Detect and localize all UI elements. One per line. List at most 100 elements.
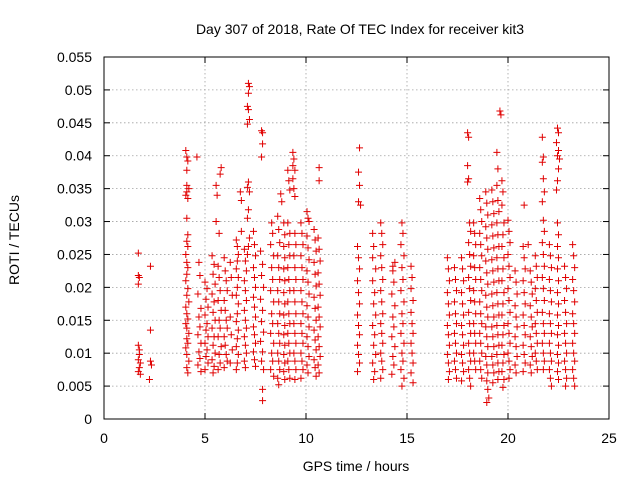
data-point	[500, 322, 508, 330]
data-point	[267, 329, 275, 337]
data-point	[276, 239, 284, 247]
data-point	[563, 374, 571, 382]
data-point	[571, 357, 579, 365]
data-point	[555, 129, 562, 137]
data-point	[209, 308, 217, 316]
data-point	[494, 165, 502, 173]
data-point	[464, 162, 472, 170]
data-point	[400, 374, 408, 382]
data-point	[241, 341, 249, 349]
data-point	[527, 369, 535, 377]
data-point	[483, 399, 491, 407]
y-tick-labels: 0 0.005 0.01 0.015 0.02 0.025 0.03 0.035 0.04 0.0…	[57, 49, 92, 427]
data-point	[499, 231, 507, 239]
data-point	[378, 229, 386, 237]
data-point	[511, 302, 519, 310]
data-point	[290, 252, 298, 260]
data-point	[208, 324, 216, 332]
data-point	[222, 350, 230, 358]
data-point	[513, 352, 521, 360]
data-point	[506, 308, 514, 316]
data-point	[245, 116, 253, 124]
data-point	[299, 339, 307, 347]
data-point	[355, 322, 363, 330]
data-point	[538, 133, 546, 141]
data-point	[459, 359, 467, 367]
data-point	[316, 323, 324, 331]
data-point	[398, 264, 406, 272]
data-point	[356, 144, 364, 152]
data-point	[397, 329, 405, 337]
data-point	[252, 313, 259, 321]
data-point	[249, 348, 257, 356]
data-point	[539, 175, 547, 183]
data-point	[540, 357, 548, 365]
data-point	[215, 350, 223, 358]
data-point	[539, 285, 547, 293]
data-point	[240, 333, 248, 341]
chart-title: Day 307 of 2018, Rate Of TEC Index for r…	[196, 21, 524, 37]
data-point	[500, 376, 508, 384]
data-point	[519, 341, 527, 349]
data-point	[311, 304, 319, 312]
data-point	[269, 357, 277, 365]
data-point	[388, 333, 396, 341]
data-point	[244, 178, 252, 186]
data-point	[493, 181, 501, 189]
data-point	[242, 324, 250, 332]
data-point	[531, 349, 539, 357]
data-point	[484, 369, 492, 377]
data-point	[280, 368, 288, 376]
data-point	[245, 234, 253, 242]
data-point	[281, 376, 289, 384]
data-point	[483, 199, 491, 207]
data-point	[236, 188, 244, 196]
data-point	[146, 357, 154, 365]
data-point	[286, 186, 294, 194]
data-point	[399, 320, 407, 328]
data-point	[182, 303, 190, 311]
data-point	[215, 316, 223, 324]
data-point	[216, 359, 224, 367]
data-point	[209, 369, 217, 377]
data-point	[222, 277, 230, 285]
data-point	[478, 320, 486, 328]
data-point	[532, 262, 540, 270]
data-point	[289, 148, 297, 156]
data-point	[285, 275, 293, 283]
data-point	[466, 250, 474, 258]
data-point	[552, 186, 560, 194]
data-point	[476, 264, 484, 272]
data-point	[136, 370, 144, 378]
data-point	[184, 369, 192, 377]
data-point	[182, 277, 190, 285]
data-point	[555, 341, 562, 349]
data-point	[185, 298, 193, 306]
data-point	[490, 278, 498, 286]
data-point	[460, 341, 468, 349]
data-point	[305, 290, 313, 298]
data-point	[203, 320, 211, 328]
data-point	[464, 178, 472, 186]
data-point	[197, 304, 205, 312]
data-point	[444, 331, 452, 339]
y-tick-label: 0.015	[57, 312, 92, 328]
data-point	[232, 343, 240, 351]
data-point	[285, 241, 293, 249]
data-point	[409, 359, 417, 367]
data-point	[201, 366, 209, 374]
data-point	[237, 227, 245, 235]
data-point	[245, 83, 253, 91]
data-point	[443, 350, 451, 358]
data-point	[464, 129, 472, 137]
data-point	[547, 357, 555, 365]
data-point	[504, 216, 512, 224]
data-point	[553, 124, 561, 132]
data-point	[538, 339, 546, 347]
data-point	[569, 241, 577, 249]
data-point	[526, 333, 534, 341]
data-point	[196, 354, 204, 362]
data-point	[553, 368, 561, 376]
data-point	[221, 306, 229, 314]
data-point	[183, 237, 191, 245]
